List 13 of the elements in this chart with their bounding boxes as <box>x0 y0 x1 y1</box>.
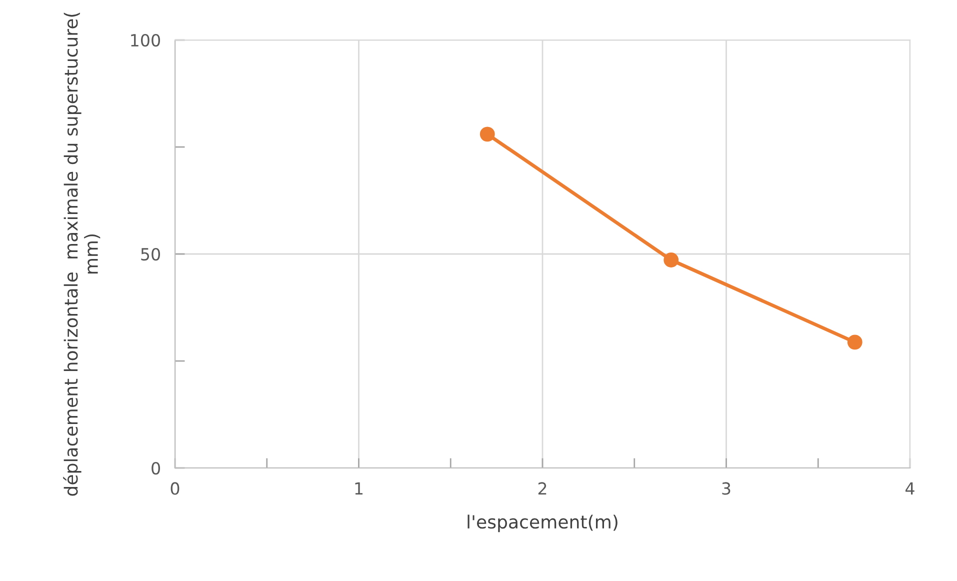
x-axis-title: l'espacement(m) <box>468 514 618 532</box>
x-tick-label: 1 <box>355 482 363 495</box>
point <box>664 252 679 268</box>
y-tick-label: 50 <box>141 248 160 261</box>
x-tick-label: 0 <box>170 482 180 495</box>
y-axis-title: déplacement horizontale maximale du superstucure( mm) <box>63 12 100 496</box>
x-tick-label: 4 <box>906 482 914 495</box>
x-tick-label: 2 <box>538 482 546 495</box>
y-tick-label: 100 <box>131 34 160 47</box>
x-tick-label: 3 <box>722 482 730 495</box>
point <box>480 126 495 142</box>
point <box>847 334 862 350</box>
y-tick-label: 0 <box>152 462 160 475</box>
